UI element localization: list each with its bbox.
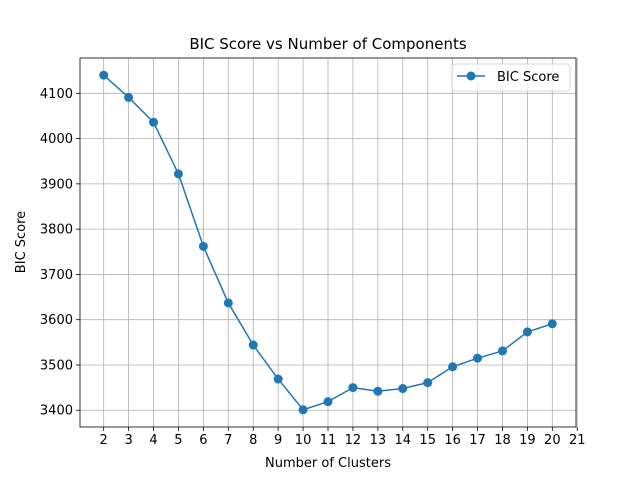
data-point — [273, 374, 283, 384]
y-tick-label: 4100 — [40, 87, 73, 102]
y-tick-label: 3900 — [40, 177, 73, 192]
x-tick-label: 13 — [370, 433, 387, 448]
x-tick-label: 3 — [124, 433, 132, 448]
x-tick-label: 9 — [274, 433, 282, 448]
data-point — [497, 346, 507, 356]
x-tick-label: 14 — [395, 433, 412, 448]
y-axis-label: BIC Score — [14, 211, 29, 273]
x-tick-label: 12 — [345, 433, 362, 448]
legend: BIC Score — [451, 63, 571, 92]
data-point — [398, 384, 408, 394]
x-tick-label: 19 — [519, 433, 536, 448]
x-tick-label: 6 — [199, 433, 207, 448]
y-tick-label: 4000 — [40, 132, 73, 147]
x-tick-label: 8 — [249, 433, 257, 448]
x-tick-label: 17 — [469, 433, 486, 448]
series-marker-layer — [99, 70, 557, 415]
legend-label: BIC Score — [497, 70, 559, 85]
x-tick-label: 16 — [444, 433, 461, 448]
data-point — [99, 70, 109, 80]
data-point — [448, 362, 458, 372]
data-point — [547, 319, 557, 329]
y-axis-ticks: 3400 3500 3600 3700 3800 3900 4000 4100 — [40, 87, 80, 419]
x-tick-label: 5 — [174, 433, 182, 448]
x-tick-label: 11 — [320, 433, 337, 448]
x-tick-label: 7 — [224, 433, 232, 448]
x-tick-label: 18 — [494, 433, 511, 448]
y-tick-label: 3400 — [40, 404, 73, 419]
data-point — [373, 386, 383, 396]
data-point — [298, 405, 308, 415]
data-point — [124, 92, 134, 102]
y-tick-label: 3600 — [40, 313, 73, 328]
y-tick-label: 3500 — [40, 358, 73, 373]
data-point — [323, 397, 333, 407]
legend-box — [451, 63, 571, 92]
x-axis-ticks: 2 3 4 5 6 7 8 9 10 11 12 13 14 15 16 17 18 19 20 21 — [100, 427, 586, 448]
data-point — [423, 378, 433, 388]
x-tick-label: 15 — [419, 433, 436, 448]
y-tick-label: 3700 — [40, 268, 73, 283]
data-point — [198, 241, 208, 251]
data-point — [173, 169, 183, 179]
data-point — [223, 298, 233, 308]
x-axis-label: Number of Clusters — [265, 456, 391, 471]
legend-marker-swatch — [466, 71, 476, 81]
data-point — [348, 383, 358, 393]
x-tick-label: 10 — [295, 433, 312, 448]
y-tick-label: 3800 — [40, 223, 73, 238]
chart-title: BIC Score vs Number of Components — [189, 35, 467, 53]
x-tick-label: 4 — [149, 433, 157, 448]
data-point — [473, 353, 483, 363]
data-point — [149, 117, 159, 127]
x-tick-label: 20 — [544, 433, 561, 448]
data-point — [522, 327, 532, 337]
x-tick-label: 21 — [569, 433, 586, 448]
x-tick-label: 2 — [100, 433, 108, 448]
data-point — [248, 340, 258, 350]
